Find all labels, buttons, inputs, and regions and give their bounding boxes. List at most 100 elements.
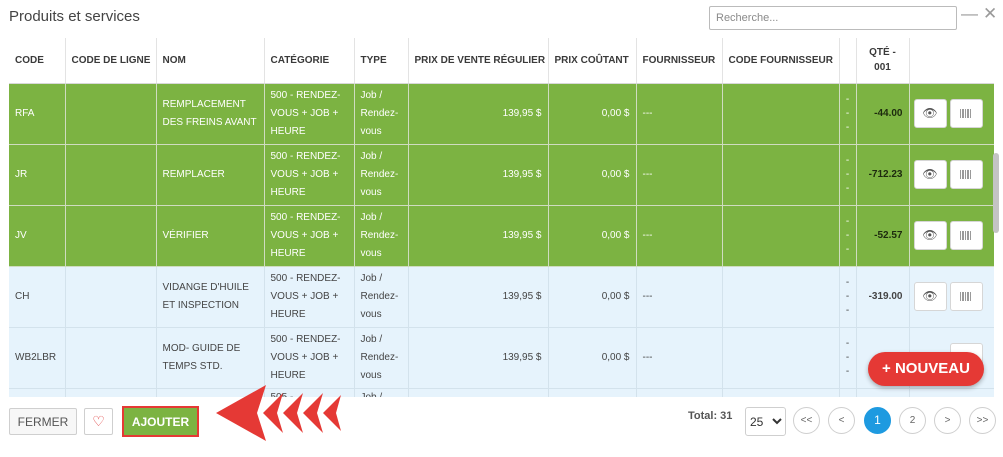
cell-line-code <box>65 388 157 397</box>
col-name[interactable]: NOM <box>156 38 265 84</box>
cell-dashes <box>839 388 857 397</box>
eye-icon: 👁 <box>922 228 938 242</box>
cell-code: WB2LBR <box>9 327 66 389</box>
cell-cost-price: 0,00 $ <box>548 327 637 389</box>
cell-dashes: - - - <box>839 327 857 389</box>
eye-icon: 👁 <box>922 289 938 303</box>
col-qty[interactable]: QTÉ - 001 <box>856 38 910 84</box>
cell-supplier: --- <box>636 266 723 328</box>
table-row[interactable]: JR REMPLACER 500 - RENDEZ-VOUS + JOB + HEU… <box>9 144 994 206</box>
eye-icon: 👁 <box>922 106 938 120</box>
page-last-button[interactable]: >> <box>969 407 996 434</box>
cell-qty <box>856 388 910 397</box>
col-regular-price[interactable]: PRIX DE VENTE RÉGULIER <box>408 38 549 84</box>
col-blank <box>839 38 857 84</box>
page-2-button[interactable]: 2 <box>899 407 926 434</box>
new-item-button[interactable]: + NOUVEAU <box>868 352 984 386</box>
cell-code: CH <box>9 266 66 328</box>
cell-cost-price: 0,00 $ <box>548 205 637 267</box>
cell-type: Job / Rendez-vous <box>354 327 409 389</box>
barcode-button[interactable] <box>949 282 983 311</box>
table-header: CODE CODE DE LIGNE NOM CATÉGORIE TYPE PR… <box>9 38 994 84</box>
cell-cost-price: 0,00 $ <box>548 144 637 206</box>
cell-code: JR <box>9 144 66 206</box>
close-icon[interactable]: ✕ <box>983 4 998 23</box>
cell-supplier-code <box>722 388 840 397</box>
cell-qty: -52.57 <box>856 205 910 267</box>
cell-cost-price: 0,00 $ <box>548 266 637 328</box>
cell-line-code <box>65 205 157 267</box>
dash-mark: - <box>845 243 850 255</box>
cell-supplier: --- <box>636 144 723 206</box>
col-supplier[interactable]: FOURNISSEUR <box>636 38 723 84</box>
products-table: CODE CODE DE LIGNE NOM CATÉGORIE TYPE PR… <box>9 38 994 397</box>
dash-mark: - <box>845 107 850 119</box>
cell-category: 500 - RENDEZ-VOUS + JOB + HEURE <box>264 205 355 267</box>
cell-qty: -712.23 <box>856 144 910 206</box>
col-category[interactable]: CATÉGORIE <box>264 38 355 84</box>
cell-type: Job / Rendez-vous <box>354 266 409 328</box>
add-button[interactable]: AJOUTER <box>122 406 199 437</box>
cell-regular-price: 139,95 $ <box>408 83 549 145</box>
barcode-button[interactable] <box>949 99 983 128</box>
page-prev-button[interactable]: < <box>828 407 855 434</box>
cell-name: REMPLACEMENT DES FREINS AVANT <box>156 83 265 145</box>
cell-type: Job / <box>354 388 409 397</box>
dash-mark: - <box>845 276 850 288</box>
col-cost-price[interactable]: PRIX COÛTANT <box>548 38 637 84</box>
cell-dashes: - - - <box>839 83 857 145</box>
view-button[interactable]: 👁 <box>913 160 947 189</box>
cell-supplier: --- <box>636 327 723 389</box>
dash-mark: - <box>845 121 850 133</box>
eye-icon: 👁 <box>922 167 938 181</box>
dash-mark: - <box>845 182 850 194</box>
barcode-button[interactable] <box>949 160 983 189</box>
per-page-select[interactable]: 25 <box>745 407 786 436</box>
table-row[interactable]: CH VIDANGE D'HUILE ET INSPECTION 500 - REN… <box>9 266 994 328</box>
table-row[interactable]: JV VÉRIFIER 500 - RENDEZ-VOUS + JOB + HEUR… <box>9 205 994 267</box>
table-row[interactable]: WB2LBR MOD- GUIDE DE TEMPS STD. 500 - REND… <box>9 327 994 389</box>
cell-supplier-code <box>722 83 840 145</box>
view-button[interactable]: 👁 <box>913 99 947 128</box>
vertical-scrollbar[interactable] <box>993 153 999 233</box>
dash-mark: - <box>845 229 850 241</box>
cell-supplier: --- <box>636 205 723 267</box>
view-button[interactable]: 👁 <box>913 282 947 311</box>
cell-category: 500 - RENDEZ-VOUS + JOB + HEURE <box>264 266 355 328</box>
barcode-button[interactable] <box>949 221 983 250</box>
pointer-arrow-icon <box>216 385 341 441</box>
cell-line-code <box>65 144 157 206</box>
cell-supplier-code <box>722 205 840 267</box>
page-first-button[interactable]: << <box>793 407 820 434</box>
cell-name: MOD- GUIDE DE TEMPS STD. <box>156 327 265 389</box>
favorite-button[interactable]: ♡ <box>84 408 113 435</box>
cell-line-code <box>65 327 157 389</box>
cell-code <box>9 388 66 397</box>
cell-name: VIDANGE D'HUILE ET INSPECTION <box>156 266 265 328</box>
col-supplier-code[interactable]: CODE FOURNISSEUR <box>722 38 840 84</box>
dialog-title: Produits et services <box>9 8 140 25</box>
table-row[interactable]: 505 - Job / <box>9 388 994 397</box>
table-row[interactable]: RFA REMPLACEMENT DES FREINS AVANT 500 - RE… <box>9 83 994 145</box>
dialog-footer: FERMER ♡ AJOUTER Total: 31 25 << < 1 2 >… <box>0 385 1003 457</box>
close-button[interactable]: FERMER <box>9 408 77 435</box>
dash-mark: - <box>845 290 850 302</box>
cell-type: Job / Rendez-vous <box>354 144 409 206</box>
col-code[interactable]: CODE <box>9 38 66 84</box>
col-type[interactable]: TYPE <box>354 38 409 84</box>
cell-regular-price <box>408 388 549 397</box>
cell-type: Job / Rendez-vous <box>354 205 409 267</box>
search-input[interactable] <box>709 6 957 30</box>
cell-category: 500 - RENDEZ-VOUS + JOB + HEURE <box>264 327 355 389</box>
minimize-icon[interactable]: — <box>961 4 978 23</box>
page-next-button[interactable]: > <box>934 407 961 434</box>
dash-mark: - <box>845 93 850 105</box>
view-button[interactable]: 👁 <box>913 221 947 250</box>
cell-category: 500 - RENDEZ-VOUS + JOB + HEURE <box>264 144 355 206</box>
col-line-code[interactable]: CODE DE LIGNE <box>65 38 157 84</box>
cell-code: RFA <box>9 83 66 145</box>
cell-supplier: --- <box>636 83 723 145</box>
dash-mark: - <box>845 337 850 349</box>
page-1-button[interactable]: 1 <box>864 407 891 434</box>
